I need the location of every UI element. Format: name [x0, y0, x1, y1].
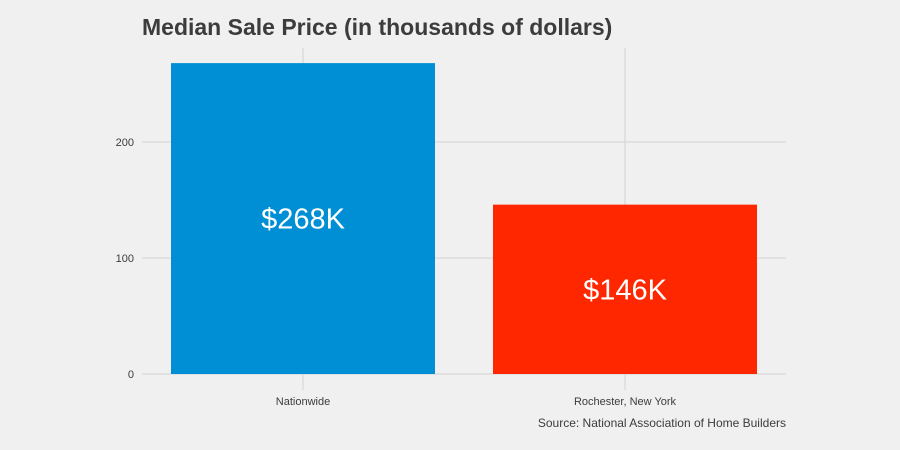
y-tick-label: 0	[128, 369, 134, 381]
y-tick-label: 200	[116, 137, 134, 149]
bar	[493, 204, 757, 374]
bar-value-label: $268K	[261, 204, 346, 236]
y-tick-label: 100	[116, 253, 134, 265]
chart-title: Median Sale Price (in thousands of dolla…	[142, 14, 613, 40]
bar	[171, 63, 435, 375]
bar-value-label: $146K	[583, 274, 668, 306]
x-tick-label: Nationwide	[276, 396, 330, 408]
x-tick-label: Rochester, New York	[574, 396, 677, 408]
source-caption: Source: National Association of Home Bui…	[537, 416, 786, 430]
